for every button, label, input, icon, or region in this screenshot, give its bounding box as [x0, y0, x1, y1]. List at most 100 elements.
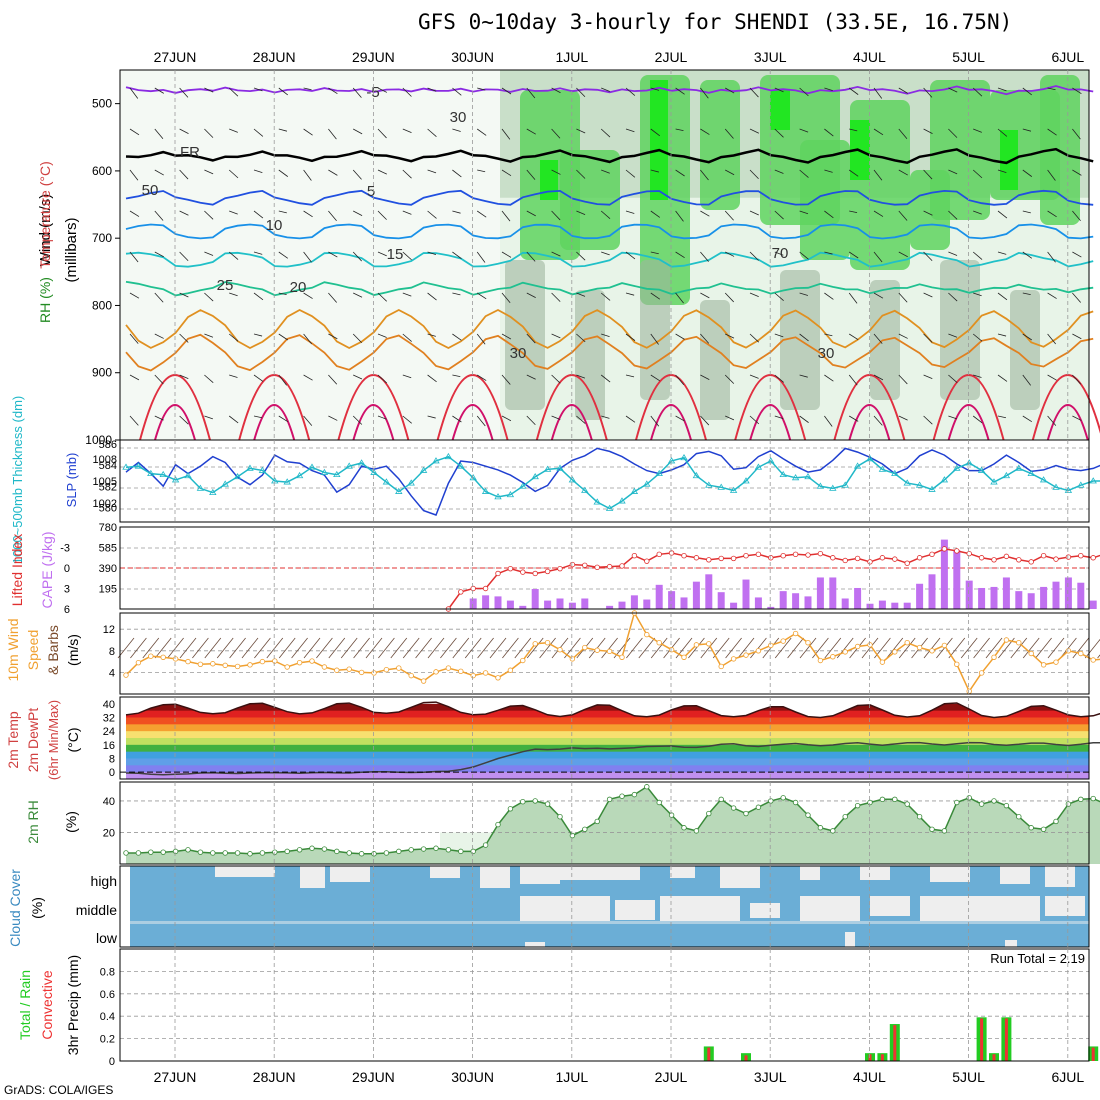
temperature-contour-surface	[238, 374, 311, 441]
surface-wind-barb	[960, 637, 978, 659]
thickness-line-marker	[147, 469, 155, 476]
wind-barb	[303, 333, 312, 345]
rh-2m-line-marker	[693, 828, 700, 834]
wind-barb	[377, 87, 388, 93]
surface-wind-barb	[440, 637, 457, 659]
wind-barb	[898, 251, 908, 258]
wind-barb	[625, 251, 636, 260]
wind-barb	[229, 128, 238, 133]
wind-barb	[675, 210, 684, 222]
wind-speed-line-marker	[197, 661, 204, 667]
lifted-index-line-marker	[582, 562, 588, 568]
thickness-line-marker	[370, 468, 378, 475]
precip-tick-label: 0.6	[100, 989, 115, 1001]
wind-speed-line-marker	[544, 640, 551, 646]
temperature-contour	[125, 333, 1094, 372]
cape-bar	[816, 577, 824, 609]
wind-barb	[774, 251, 784, 256]
wind-barb	[774, 333, 784, 338]
thickness-line-marker	[221, 480, 229, 487]
wind-speed-line-marker	[520, 657, 526, 664]
wind-speed-line-marker	[1078, 650, 1084, 657]
cloud-clear-middle	[1045, 896, 1085, 916]
lifted-index-line	[447, 548, 1100, 610]
wind-speed-line-marker	[718, 663, 724, 670]
wind-barb	[352, 333, 363, 344]
surface-wind-barb	[948, 637, 966, 659]
rh-2m-line-marker	[520, 799, 526, 805]
cape-bar	[568, 602, 576, 609]
thickness-line-marker	[717, 483, 725, 490]
wind-speed-line-marker	[978, 670, 985, 676]
rh-2m-line-marker	[532, 798, 538, 804]
lifted-index-line-marker	[631, 553, 638, 559]
wind-barb	[923, 169, 933, 180]
lifted-index-line-marker	[606, 563, 613, 570]
lifted-index-line-marker	[805, 552, 811, 558]
cape-bar	[482, 595, 490, 609]
temperature-contour-surface	[947, 404, 990, 441]
wind-barb	[650, 128, 661, 137]
wind-barb	[873, 292, 884, 299]
thickness-line-marker	[283, 478, 291, 485]
surface-wind-barb	[427, 637, 445, 659]
rh-2m-line-marker	[631, 791, 638, 798]
wind-barb	[179, 415, 189, 425]
thickness-line-marker	[853, 462, 862, 469]
thickness-tick-label: 580	[99, 502, 117, 514]
axis-label-wind: Wind (m/s)	[37, 194, 54, 267]
thickness-line-marker	[977, 466, 986, 473]
wind-barb	[476, 210, 487, 218]
wind-barb	[352, 87, 362, 98]
wind-barb	[1022, 169, 1033, 177]
wind-barb	[551, 374, 561, 384]
wind-barb	[997, 251, 1007, 255]
wind-barb	[278, 128, 288, 132]
wind-barb	[129, 374, 140, 381]
wind-speed-line-marker	[929, 648, 935, 654]
lifted-index-line-marker	[594, 564, 600, 571]
rh-2m-line-marker	[371, 851, 377, 857]
rh-2m-line-marker	[780, 795, 786, 801]
lifted-index-line-marker	[693, 555, 700, 561]
cape-bar	[792, 593, 800, 609]
wind-barb	[1022, 374, 1031, 386]
date-label-top: 28JUN	[253, 49, 296, 65]
wind-barb	[1047, 128, 1057, 136]
cape-bar	[531, 589, 539, 609]
temperature-contour-surface	[848, 404, 891, 441]
wind-speed-line-marker	[867, 642, 873, 648]
contour-label: 30	[818, 345, 835, 362]
wind-barb	[303, 169, 312, 181]
cape-bar	[928, 574, 936, 609]
wind-barb	[1047, 415, 1057, 426]
surface-wind-barb	[216, 637, 234, 659]
thickness-line-marker	[196, 484, 205, 491]
date-label-bottom: 29JUN	[352, 1069, 395, 1085]
cape-bar	[630, 595, 638, 609]
rh-2m-line-marker	[916, 813, 923, 820]
temperature-contour-surface	[749, 404, 792, 441]
temperature-contour-surface	[352, 404, 395, 441]
rh-2m-line-marker	[346, 850, 352, 856]
wind-barb	[452, 415, 462, 423]
wind-barb	[278, 292, 287, 296]
thickness-line-marker	[457, 462, 465, 469]
thickness-line-marker	[233, 472, 242, 480]
thickness-line-marker	[643, 480, 651, 487]
rh-2m-line-marker	[768, 798, 774, 804]
wind-barb	[923, 374, 933, 380]
axis-label-cape: CAPE (J/kg)	[39, 531, 55, 608]
date-label-top: 5JUL	[952, 49, 985, 65]
wind-barb	[873, 87, 883, 99]
thickness-line-marker	[593, 498, 601, 505]
cape-bar	[692, 581, 700, 609]
wind-speed-line-marker	[991, 654, 997, 660]
wind-barb	[253, 87, 263, 92]
cape-frame	[119, 526, 1090, 610]
rh-2m-line-marker	[197, 849, 204, 855]
thickness-line-marker	[779, 470, 787, 478]
date-label-bottom: 2JUL	[655, 1069, 688, 1085]
wind-barb	[724, 210, 734, 221]
wind-barb	[625, 292, 635, 296]
